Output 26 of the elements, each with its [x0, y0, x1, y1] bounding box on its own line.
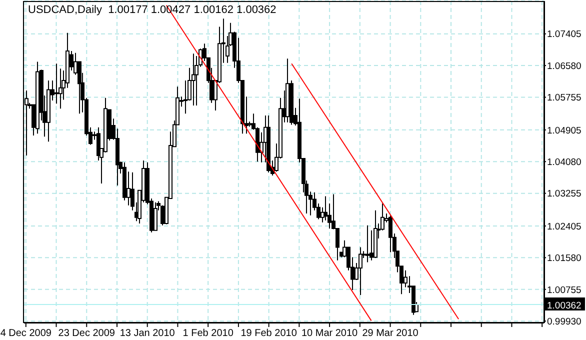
- y-tick-label: 1.01580: [547, 253, 582, 264]
- y-tick-label: 1.06580: [547, 60, 582, 72]
- y-tick-label: 1.07405: [547, 29, 582, 40]
- candlestick: [192, 53, 196, 106]
- candlestick: [358, 246, 362, 296]
- x-tick-label: 13 Jan 2010: [120, 328, 176, 340]
- candlestick: [54, 63, 58, 104]
- x-tick-label: 4 Dec 2009: [0, 328, 52, 340]
- x-tick-label: 10 Mar 2010: [301, 328, 358, 340]
- x-tick-label: 23 Dec 2009: [58, 328, 116, 340]
- y-tick-label: 1.05755: [547, 92, 582, 104]
- y-tick-label: 1.04905: [547, 125, 582, 136]
- candlestick: [366, 224, 370, 263]
- candlestick: [154, 202, 158, 231]
- x-tick-label: 29 Mar 2010: [362, 328, 419, 340]
- candlestick: [370, 230, 374, 261]
- x-tick-label: 1 Feb 2010: [182, 328, 234, 340]
- ref-line-label: 1.00362: [547, 300, 582, 312]
- y-tick-label: 1.04080: [547, 156, 582, 168]
- y-tick-label: 1.03255: [547, 188, 582, 200]
- candlestick: [96, 126, 100, 161]
- x-tick-label: 19 Feb 2010: [240, 328, 298, 340]
- y-tick-label: 1.00755: [547, 284, 582, 296]
- y-tick-label: 1.02405: [547, 221, 582, 232]
- candlestick: [184, 80, 188, 114]
- y-tick-label: 0.99930: [547, 316, 582, 328]
